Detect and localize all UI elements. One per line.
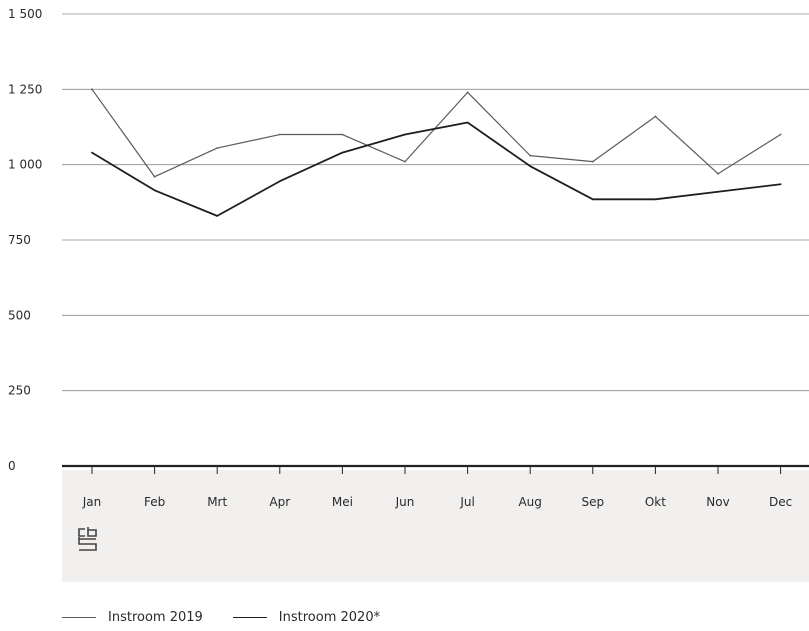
data-point [278,133,281,136]
data-point [654,198,657,201]
x-tick-label: Okt [645,495,666,509]
x-tick-label: Sep [581,495,604,509]
data-point [404,160,406,163]
footer-band [62,470,809,582]
x-axis: Jan Feb Mrt Apr Mei Jun Jul Aug Sep Okt Nov Dec [62,464,809,509]
data-point [216,214,219,217]
legend-label-2020: Instroom 2020* [278,610,381,625]
x-tick-label: Aug [518,495,541,509]
x-tick-label: Jun [395,495,415,509]
data-point [91,88,93,91]
y-tick-label: 0 [8,459,16,473]
data-point [278,180,281,183]
data-point [466,121,469,124]
y-tick-label: 250 [8,384,31,398]
data-point [153,175,156,178]
y-tick-label: 1 000 [8,158,42,172]
legend: Instroom 2019 Instroom 2020* [62,610,410,625]
series-line-1 [91,88,781,178]
series-lines [91,88,782,217]
x-tick-label: Jul [459,495,474,509]
data-point [216,147,219,149]
y-tick-labels: 0 250 500 750 1 000 1 250 1 500 [8,7,42,473]
data-point [341,151,344,154]
legend-item-2020: Instroom 2020* [232,610,381,625]
data-point [529,165,532,168]
x-tick-label: Jan [82,495,102,509]
legend-item-2019: Instroom 2019 [62,610,203,625]
data-point [717,190,719,193]
x-tick-label: Nov [706,495,729,509]
data-point [591,160,594,163]
x-tick-label: Mrt [207,495,227,509]
legend-label-2019: Instroom 2019 [108,610,203,625]
x-tick-label: Dec [769,495,792,509]
x-tick-label: Feb [144,495,165,509]
x-tick-label: Apr [269,495,290,509]
legend-swatch-2020 [232,617,267,618]
y-tick-label: 750 [8,233,31,247]
series-line-2 [91,121,781,217]
data-point [654,115,657,118]
y-tick-label: 500 [8,308,31,322]
legend-swatch-2019 [62,617,96,618]
data-point [529,154,532,157]
x-tick-label: Mei [332,495,353,509]
data-point [153,189,156,192]
data-point [717,172,719,175]
cbs-logo-icon [78,527,97,551]
data-point [341,133,344,136]
y-tick-label: 1 250 [8,82,42,96]
data-point [466,91,469,94]
y-tick-label: 1 500 [8,7,42,21]
gridlines [62,13,809,392]
data-point [91,151,93,154]
data-point [591,198,594,201]
data-point [779,183,782,186]
data-point [404,133,406,136]
data-point [779,133,782,136]
